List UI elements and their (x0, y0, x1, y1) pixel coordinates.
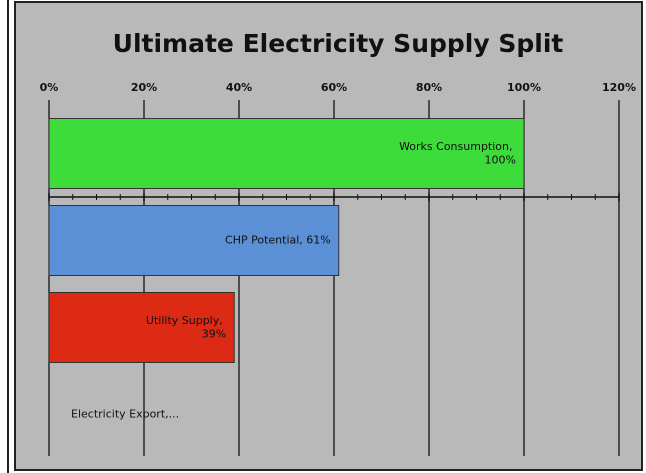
left-panel-edge (0, 0, 10, 473)
x-tick-label: 0% (40, 81, 59, 94)
data-label: Works Consumption, 100% (399, 140, 516, 167)
data-label: Utility Supply, 39% (146, 314, 226, 341)
data-label: CHP Potential, 61% (225, 234, 331, 247)
x-tick-label: 60% (321, 81, 347, 94)
x-tick-label: 40% (226, 81, 252, 94)
x-tick-label: 80% (416, 81, 442, 94)
plot-area: 0% 20% 40% 60% 80% 100% 120% Works Consumption,… (40, 81, 636, 456)
bar (48, 118, 525, 189)
chart-title: Ultimate Electricity Supply Split (113, 29, 564, 58)
data-label: Electricity Export,... (71, 408, 179, 421)
bar (48, 205, 340, 276)
bar (48, 292, 235, 363)
x-tick-label: 100% (507, 81, 541, 94)
x-tick-label: 120% (602, 81, 636, 94)
x-tick-label: 20% (131, 81, 157, 94)
